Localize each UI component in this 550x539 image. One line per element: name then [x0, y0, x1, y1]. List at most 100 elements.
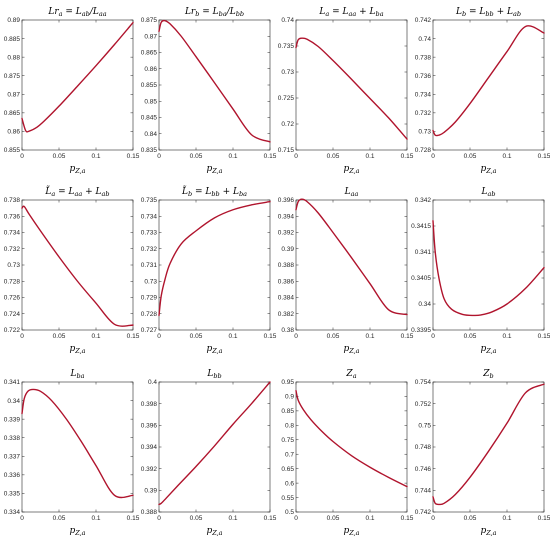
subplot-1: Lra​ = Lab​/Laa​ 0.855 0.86 0.865 0.87 0.875 0… — [4, 7, 140, 175]
x-axis-label: pZ,a​ — [206, 344, 222, 355]
y-tick-label: 0.734 — [4, 230, 21, 237]
axes-frame — [432, 19, 545, 151]
x-tick-label: 0.1 — [502, 333, 511, 340]
axes-frame — [21, 381, 134, 513]
x-tick-label: 0.1 — [228, 153, 237, 160]
x-axis-label: pZ,a​ — [69, 344, 85, 355]
y-tick-label: 0.87 — [7, 91, 20, 98]
y-tick-label: 0.746 — [415, 466, 432, 473]
x-tick-label: 0.15 — [264, 515, 277, 522]
x-tick-label: 0.1 — [365, 153, 374, 160]
x-tick-label: 0.1 — [502, 515, 511, 522]
y-tick-label: 0.392 — [278, 230, 295, 237]
x-tick-label: 0.15 — [401, 515, 414, 522]
axes-frame — [432, 381, 545, 513]
y-tick-label: 0.394 — [278, 213, 295, 220]
x-tick-label: 0.15 — [401, 333, 414, 340]
y-tick-label: 0.744 — [415, 488, 432, 495]
y-tick-label: 0.336 — [4, 472, 21, 479]
y-tick-label: 0.87 — [144, 33, 157, 40]
x-tick-label: 0.05 — [190, 153, 203, 160]
subplot-title: Lrb​ = Lba​/Lbb​ — [184, 7, 244, 18]
subplot-title: Za​ — [345, 369, 356, 380]
x-tick-label: 0.05 — [327, 153, 340, 160]
series-line — [21, 388, 134, 499]
y-tick-label: 0.5 — [285, 509, 294, 516]
y-tick-label: 0.65 — [281, 466, 294, 473]
y-tick-label: 0.734 — [415, 91, 432, 98]
y-tick-label: 0.732 — [141, 246, 158, 253]
x-axis-label: pZ,a​ — [480, 164, 496, 175]
y-tick-label: 0.865 — [141, 50, 158, 57]
y-tick-label: 0.748 — [415, 444, 432, 451]
x-tick-label: 0 — [294, 333, 298, 340]
y-tick-label: 0.752 — [415, 401, 432, 408]
x-axis-label: pZ,a​ — [206, 526, 222, 537]
y-tick-label: 0.339 — [4, 416, 21, 423]
y-tick-label: 0.845 — [141, 115, 158, 122]
y-tick-label: 0.392 — [141, 466, 158, 473]
x-tick-label: 0 — [431, 153, 435, 160]
y-tick-label: 0.39 — [144, 488, 157, 495]
y-tick-label: 0.38 — [281, 327, 294, 334]
y-tick-label: 0.84 — [144, 131, 157, 138]
y-tick-label: 0.735 — [278, 43, 295, 50]
y-tick-label: 0.725 — [278, 95, 295, 102]
x-axis-label: pZ,a​ — [480, 526, 496, 537]
y-tick-label: 0.715 — [278, 147, 295, 154]
x-tick-label: 0.1 — [91, 153, 100, 160]
x-tick-label: 0 — [157, 515, 161, 522]
x-tick-label: 0 — [157, 153, 161, 160]
y-tick-label: 0.855 — [4, 147, 21, 154]
y-tick-label: 0.724 — [4, 311, 21, 318]
x-tick-label: 0.15 — [538, 515, 550, 522]
axes-frame — [158, 199, 271, 331]
x-tick-label: 0.1 — [365, 515, 374, 522]
series-line — [295, 37, 408, 140]
x-tick-label: 0.15 — [127, 515, 140, 522]
x-tick-label: 0.1 — [502, 153, 511, 160]
y-tick-label: 0.728 — [4, 278, 21, 285]
y-tick-label: 0.396 — [141, 423, 158, 430]
series-line — [21, 21, 134, 133]
subplot-title: Laa​ — [344, 187, 359, 198]
y-tick-label: 0.386 — [278, 278, 295, 285]
y-tick-label: 0.742 — [415, 509, 432, 516]
x-tick-label: 0 — [431, 333, 435, 340]
y-tick-label: 0.89 — [7, 17, 20, 24]
x-tick-label: 0.1 — [228, 515, 237, 522]
y-tick-label: 0.727 — [141, 327, 158, 334]
y-tick-label: 0.34 — [7, 398, 20, 405]
y-tick-label: 0.34 — [418, 301, 431, 308]
y-tick-label: 0.738 — [415, 54, 432, 61]
y-tick-label: 0.3415 — [411, 223, 431, 230]
y-tick-label: 0.736 — [415, 73, 432, 80]
series-line — [432, 25, 545, 137]
x-tick-label: 0.05 — [464, 333, 477, 340]
y-tick-label: 0.835 — [141, 147, 158, 154]
y-tick-label: 0.731 — [141, 262, 158, 269]
subplot-12: Zb​ 0.742 0.744 0.746 0.748 0.75 0.752 0.754 0 0.… — [415, 369, 550, 537]
y-tick-label: 0.6 — [285, 480, 294, 487]
y-tick-label: 0.855 — [141, 82, 158, 89]
series-line — [432, 383, 545, 506]
x-axis-label: pZ,a​ — [69, 164, 85, 175]
x-tick-label: 0.15 — [538, 153, 550, 160]
y-tick-label: 0.73 — [144, 278, 157, 285]
y-tick-label: 0.388 — [278, 262, 295, 269]
x-axis-label: pZ,a​ — [343, 344, 359, 355]
x-tick-label: 0.05 — [190, 515, 203, 522]
x-tick-label: 0 — [20, 515, 24, 522]
y-tick-label: 0.726 — [4, 295, 21, 302]
y-tick-label: 0.341 — [4, 379, 21, 386]
y-tick-label: 0.875 — [141, 17, 158, 24]
subplot-title: L̃a​ = Laa​ + Lab​ — [44, 185, 109, 198]
y-tick-label: 0.398 — [141, 401, 158, 408]
y-tick-label: 0.74 — [281, 17, 294, 24]
y-tick-label: 0.75 — [281, 437, 294, 444]
series-line — [158, 200, 271, 317]
subplot-6: L̃b​ = Lbb​ + Lba​ 0.727 0.728 0.729 0.73 0.7… — [141, 185, 277, 355]
x-tick-label: 0.05 — [53, 515, 66, 522]
x-tick-label: 0.05 — [327, 333, 340, 340]
subplot-4: Lb​ = Lbb​ + Lab​ 0.728 0.73 0.732 0.734 0.73… — [415, 7, 550, 175]
